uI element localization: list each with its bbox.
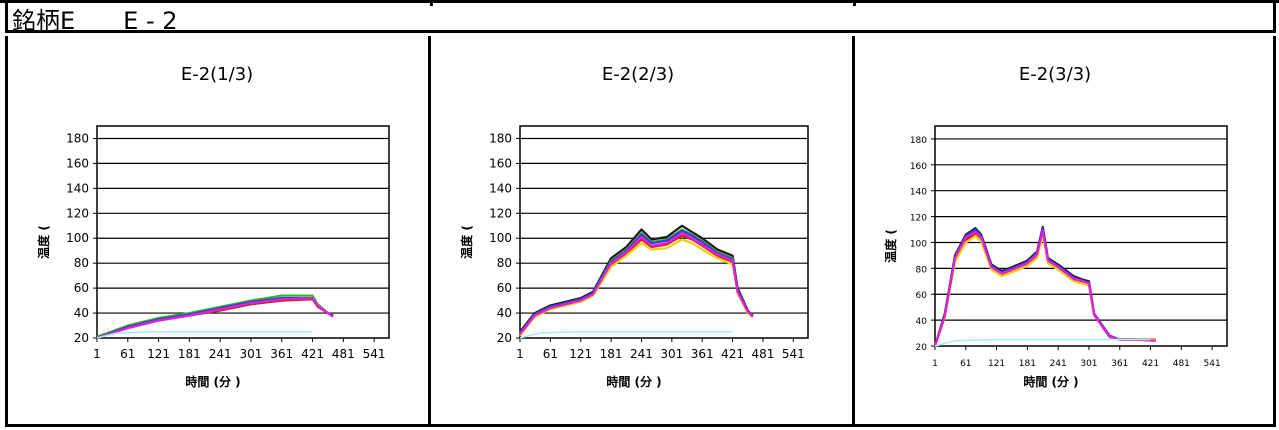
- y-tick-label: 80: [74, 256, 89, 270]
- series-line: [934, 338, 1151, 347]
- chart-panel-1: E-2(1/3) 20 40 60 80 100 120 140 160 180 1 61 121 181…: [5, 36, 431, 427]
- x-axis-label: 時間 (分 ): [606, 374, 661, 389]
- x-tick-label: 541: [782, 347, 805, 361]
- y-tick-label: 20: [74, 331, 89, 345]
- x-tick-label: 241: [630, 347, 653, 361]
- y-tick-label: 100: [66, 231, 89, 245]
- x-tick-label: 541: [1204, 359, 1221, 369]
- x-tick-label: 361: [270, 347, 293, 361]
- temperature-chart-1: E-2(1/3) 20 40 60 80 100 120 140 160 180 1 61 121 181…: [36, 64, 390, 389]
- top-border: [0, 0, 1279, 3]
- top-divider-tick: [430, 0, 433, 6]
- y-tick-label: 100: [910, 239, 927, 249]
- y-tick-label: 120: [910, 214, 927, 224]
- y-tick-label: 20: [916, 343, 928, 353]
- x-tick-label: 421: [301, 347, 324, 361]
- series-line: [96, 297, 334, 340]
- x-tick-label: 61: [543, 347, 558, 361]
- chart-title: E-2(2/3): [602, 64, 674, 85]
- y-tick-label: 80: [916, 265, 928, 275]
- plot-area: [96, 125, 390, 339]
- x-tick-label: 481: [332, 347, 355, 361]
- x-axis-label: 時間 (分 ): [185, 374, 240, 389]
- y-tick-label: 20: [497, 331, 512, 345]
- y-tick-label: 160: [489, 156, 512, 170]
- y-axis-label: 温度 (: [36, 225, 51, 259]
- x-tick-label: 121: [147, 347, 170, 361]
- x-tick-label: 421: [721, 347, 744, 361]
- x-tick-label: 1: [93, 347, 101, 361]
- series-line: [519, 232, 754, 335]
- chart-title: E-2(3/3): [1019, 64, 1091, 85]
- x-tick-label: 61: [120, 347, 135, 361]
- x-tick-label: 361: [1111, 359, 1128, 369]
- y-tick-label: 100: [489, 231, 512, 245]
- x-tick-label: 61: [960, 359, 971, 369]
- y-tick-label: 140: [489, 181, 512, 195]
- series-line: [933, 229, 1156, 347]
- y-tick-label: 80: [497, 256, 512, 270]
- x-tick-label: 181: [178, 347, 201, 361]
- series-line: [96, 294, 334, 338]
- x-tick-label: 361: [691, 347, 714, 361]
- series-line: [519, 331, 733, 339]
- x-tick-label: 241: [1050, 359, 1067, 369]
- y-tick-label: 140: [66, 181, 89, 195]
- x-tick-label: 1: [516, 347, 524, 361]
- plot-area: [519, 125, 809, 339]
- y-tick-label: 140: [910, 188, 927, 198]
- temperature-chart-2: E-2(2/3) 20 40 60 80 100 120 140 160 180 1 61 121 181…: [459, 64, 809, 389]
- series-line: [96, 331, 313, 339]
- y-tick-label: 180: [489, 131, 512, 145]
- y-tick-label: 60: [916, 291, 928, 301]
- y-tick-label: 60: [74, 281, 89, 295]
- x-tick-label: 301: [660, 347, 683, 361]
- x-tick-label: 121: [569, 347, 592, 361]
- y-axis-label: 温度 (: [459, 225, 474, 259]
- y-tick-label: 180: [66, 131, 89, 145]
- top-divider-tick: [853, 0, 856, 6]
- x-tick-label: 241: [209, 347, 232, 361]
- x-tick-label: 301: [240, 347, 263, 361]
- y-axis-label: 温度 (: [883, 229, 898, 263]
- x-tick-label: 121: [988, 359, 1005, 369]
- chart-title: E-2(1/3): [181, 64, 253, 85]
- x-tick-label: 181: [1019, 359, 1036, 369]
- x-tick-label: 541: [363, 347, 386, 361]
- plot-area: [934, 125, 1228, 347]
- x-axis-label: 時間 (分 ): [1023, 374, 1078, 389]
- chart-panel-2: E-2(2/3) 20 40 60 80 100 120 140 160 180 1 61 121 181…: [431, 36, 855, 427]
- x-tick-label: 481: [1173, 359, 1190, 369]
- x-tick-label: 1: [932, 359, 938, 369]
- y-tick-label: 120: [66, 206, 89, 220]
- x-tick-label: 481: [751, 347, 774, 361]
- y-tick-label: 180: [910, 136, 927, 146]
- y-tick-label: 60: [497, 281, 512, 295]
- x-tick-label: 421: [1142, 359, 1159, 369]
- chart-panel-3: E-2(3/3) 20 40 60 80 100 120 140 160 180 1 61 121 181…: [855, 36, 1276, 427]
- page-title: 銘柄E E - 2: [12, 7, 178, 35]
- y-tick-label: 40: [74, 306, 89, 320]
- y-tick-label: 120: [489, 206, 512, 220]
- x-tick-label: 301: [1080, 359, 1097, 369]
- y-tick-label: 40: [497, 306, 512, 320]
- title-bar: 銘柄E E - 2: [5, 3, 1276, 35]
- y-tick-label: 40: [916, 317, 928, 327]
- temperature-chart-3: E-2(3/3) 20 40 60 80 100 120 140 160 180 1 61 121 181…: [883, 64, 1228, 389]
- x-tick-label: 181: [600, 347, 623, 361]
- y-tick-label: 160: [66, 156, 89, 170]
- y-tick-label: 160: [910, 162, 927, 172]
